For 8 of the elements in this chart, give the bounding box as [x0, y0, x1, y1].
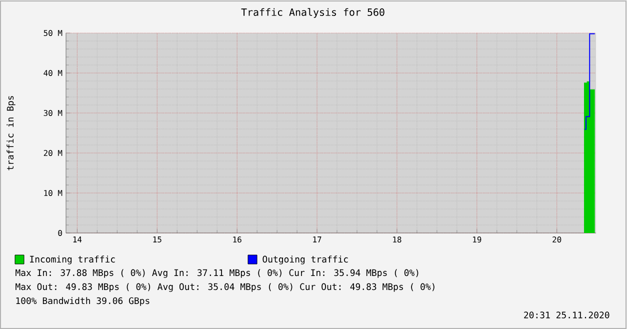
y-axis-title: traffic in Bps: [6, 96, 16, 170]
chart-title: Traffic Analysis for 560: [241, 8, 384, 18]
legend-label: Outgoing traffic: [262, 256, 348, 264]
text: Max Out: 49.83 MBps ( 0%) Avg Out: 35.04 MBps ( 0%) Cur Out: 49.83 MBps ( 0%): [16, 283, 434, 292]
legend-label: Incoming traffic: [30, 256, 115, 264]
text: Max In: 37.88 MBps ( 0%) Avg In: 37.11 MBps ( 0%) Cur In: 35.94 MBps ( 0%): [16, 269, 418, 278]
text: 100% Bandwidth 39.06 GBps: [16, 297, 150, 306]
text: 20:31 25.11.2020: [524, 312, 610, 318]
